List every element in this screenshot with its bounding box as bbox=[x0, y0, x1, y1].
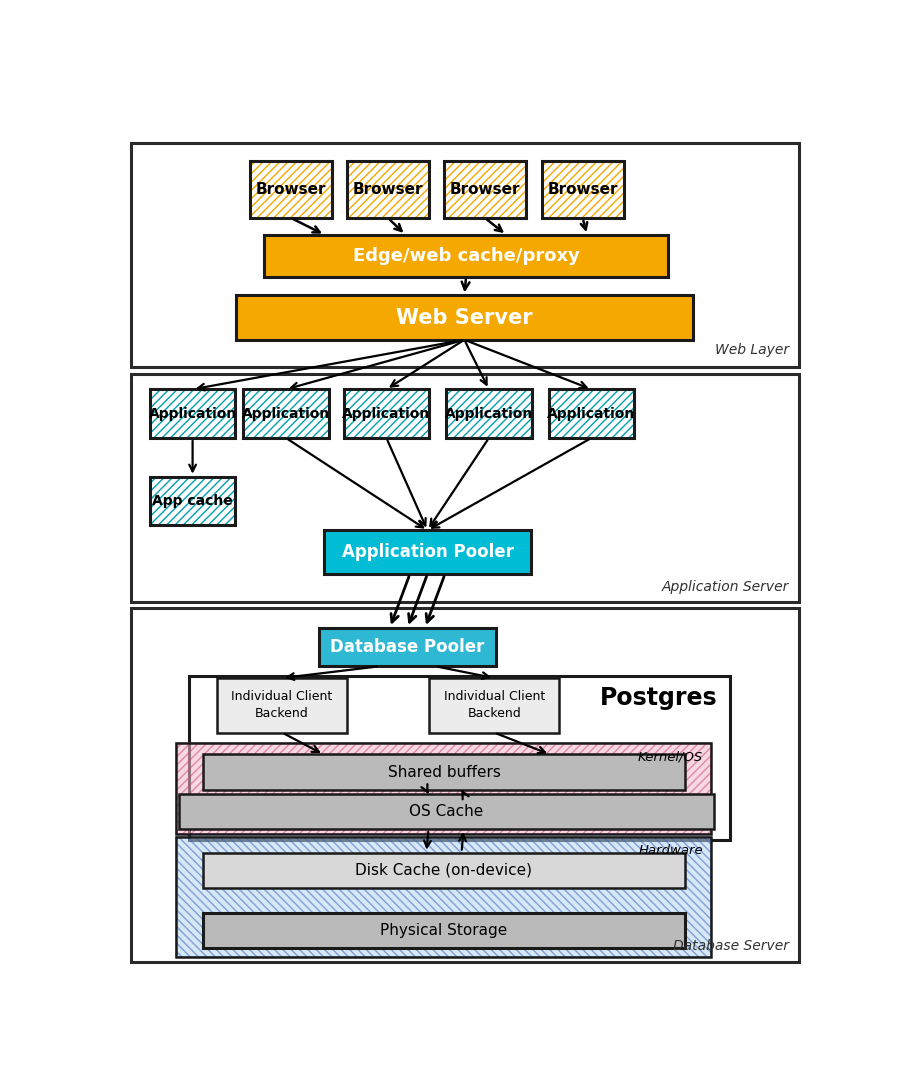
Bar bbox=[189, 676, 729, 840]
Bar bbox=[548, 389, 634, 438]
Bar bbox=[444, 161, 526, 218]
Text: Application Pooler: Application Pooler bbox=[342, 543, 514, 561]
Bar bbox=[265, 234, 668, 277]
Text: Postgres: Postgres bbox=[600, 687, 717, 711]
Text: Kernel/OS: Kernel/OS bbox=[638, 750, 703, 763]
Bar bbox=[177, 837, 711, 957]
Text: Database Pooler: Database Pooler bbox=[331, 638, 485, 656]
Text: Application: Application bbox=[149, 407, 236, 421]
Bar bbox=[203, 754, 685, 789]
Bar bbox=[203, 852, 685, 888]
Text: Web Layer: Web Layer bbox=[715, 343, 789, 358]
Text: Shared buffers: Shared buffers bbox=[388, 764, 500, 779]
Bar bbox=[347, 161, 429, 218]
Text: Web Server: Web Server bbox=[396, 307, 533, 327]
Bar bbox=[446, 389, 532, 438]
Text: App cache: App cache bbox=[152, 494, 233, 508]
Text: Individual Client
Backend: Individual Client Backend bbox=[444, 690, 545, 720]
Bar bbox=[542, 161, 623, 218]
Bar bbox=[149, 476, 236, 525]
Text: Disk Cache (on-device): Disk Cache (on-device) bbox=[355, 862, 533, 877]
Bar bbox=[548, 389, 634, 438]
Bar bbox=[243, 389, 329, 438]
Text: Browser: Browser bbox=[547, 182, 618, 197]
Bar bbox=[149, 389, 236, 438]
Bar bbox=[243, 389, 329, 438]
Bar bbox=[177, 743, 711, 834]
Text: Application Server: Application Server bbox=[661, 580, 789, 594]
Text: Application: Application bbox=[547, 407, 635, 421]
Bar bbox=[203, 913, 685, 948]
Bar bbox=[542, 161, 623, 218]
Text: Application: Application bbox=[242, 407, 330, 421]
Bar bbox=[178, 794, 714, 829]
Bar bbox=[347, 161, 429, 218]
Bar bbox=[177, 743, 711, 834]
Text: OS Cache: OS Cache bbox=[409, 804, 483, 819]
Bar bbox=[343, 389, 429, 438]
Bar bbox=[236, 295, 692, 340]
Text: Individual Client
Backend: Individual Client Backend bbox=[232, 690, 333, 720]
Bar bbox=[250, 161, 333, 218]
Text: Database Server: Database Server bbox=[673, 940, 789, 954]
Bar bbox=[149, 476, 236, 525]
Bar bbox=[319, 628, 496, 666]
Text: Application: Application bbox=[342, 407, 430, 421]
Bar bbox=[444, 161, 526, 218]
Text: Browser: Browser bbox=[256, 182, 326, 197]
Bar bbox=[429, 678, 559, 732]
Text: Application: Application bbox=[445, 407, 533, 421]
Text: Browser: Browser bbox=[449, 182, 520, 197]
Bar bbox=[250, 161, 333, 218]
Bar bbox=[177, 837, 711, 957]
Text: Edge/web cache/proxy: Edge/web cache/proxy bbox=[352, 246, 580, 265]
Text: Browser: Browser bbox=[353, 182, 423, 197]
Text: Physical Storage: Physical Storage bbox=[381, 923, 507, 938]
Bar bbox=[130, 607, 799, 961]
Bar bbox=[343, 389, 429, 438]
Bar bbox=[130, 143, 799, 367]
Bar bbox=[324, 531, 531, 574]
Bar bbox=[149, 389, 236, 438]
Bar bbox=[217, 678, 347, 732]
Text: Hardware: Hardware bbox=[639, 844, 703, 857]
Bar bbox=[446, 389, 532, 438]
Bar bbox=[130, 374, 799, 603]
